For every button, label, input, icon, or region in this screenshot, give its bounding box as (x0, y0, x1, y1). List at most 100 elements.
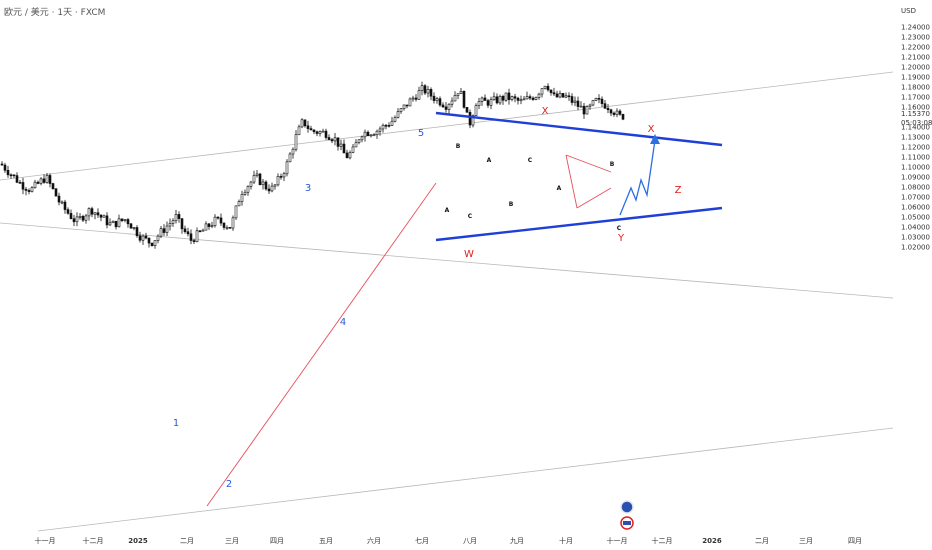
time-axis[interactable]: 十一月 十二月 2025 二月 三月 四月 五月 六月 七月 八月 九月 十月 十一月 十二月 2026 二月… (35, 536, 863, 545)
candle-up (435, 98, 439, 101)
candle-up (504, 92, 508, 101)
candle-up (111, 220, 115, 224)
candle-down (69, 213, 73, 220)
candle-up (156, 235, 160, 241)
time-tick-label: 十月 (559, 536, 573, 545)
candle-down (0, 163, 4, 166)
candle-down (3, 164, 7, 171)
impulse-trendline (206, 182, 437, 507)
candle-down (501, 96, 505, 101)
triangle-lower-line (435, 206, 723, 242)
candle-down (15, 175, 19, 183)
candle-up (240, 194, 244, 202)
price-tick-label: 1.16000 (901, 104, 930, 112)
countdown-label: 05:03:08 (901, 119, 932, 127)
wave-label: B (610, 161, 615, 168)
price-tick-label: 1.24000 (901, 24, 930, 32)
candle-down (414, 97, 418, 100)
projection-path (619, 139, 656, 216)
candle-down (315, 131, 319, 134)
candle-up (453, 95, 457, 102)
candle-up (450, 100, 454, 105)
candle-up (588, 104, 592, 107)
candle-down (561, 93, 565, 98)
candle-down (444, 106, 448, 110)
wave-label: Y (617, 233, 625, 244)
price-tick-label: 1.19000 (901, 74, 930, 82)
candle-up (558, 93, 562, 98)
candle-up (363, 131, 367, 138)
time-tick-label: 十二月 (652, 536, 673, 545)
candle-down (513, 96, 517, 99)
candle-up (411, 97, 415, 100)
price-axis[interactable]: USD 1.24000 1.23000 1.22000 1.21000 1.20000 1.… (901, 7, 932, 252)
candle-up (615, 110, 619, 115)
candles (0, 81, 625, 249)
candle-up (585, 106, 589, 115)
candle-down (495, 96, 499, 104)
candle-up (591, 100, 595, 106)
wave-label: 2 (226, 479, 232, 490)
candle-down (438, 98, 442, 106)
wave-label: C (468, 213, 473, 220)
candle-down (6, 170, 10, 176)
candle-up (204, 223, 208, 231)
candle-up (456, 93, 460, 96)
candle-down (576, 100, 580, 107)
wave-label: 3 (305, 183, 311, 194)
candle-down (138, 235, 142, 241)
candle-up (261, 181, 265, 186)
projection-arrowhead (650, 134, 660, 144)
candle-up (246, 186, 250, 193)
candle-down (405, 104, 409, 107)
candle-down (516, 97, 520, 101)
candle-up (339, 143, 343, 147)
candle-down (12, 174, 16, 177)
candle-up (510, 96, 514, 100)
symbol-header: 欧元 / 美元 · 1天 · FXCM (4, 8, 106, 18)
candle-up (333, 137, 337, 142)
time-tick-label: 九月 (510, 536, 524, 545)
candle-up (534, 97, 538, 100)
price-tick-label: 1.08000 (901, 184, 930, 192)
candle-down (306, 125, 310, 129)
candle-up (477, 101, 481, 106)
candle-up (84, 215, 88, 221)
candle-up (579, 105, 583, 108)
candle-up (30, 187, 34, 192)
candle-up (537, 93, 541, 98)
candle-down (63, 201, 67, 210)
candle-down (258, 173, 262, 186)
candle-up (201, 229, 205, 232)
candle-up (420, 85, 424, 91)
candle-up (321, 130, 325, 133)
candle-down (183, 228, 187, 233)
wave-label: X (648, 124, 655, 135)
candle-down (597, 98, 601, 100)
candle-down (198, 230, 202, 233)
candle-up (288, 153, 292, 163)
candle-down (507, 92, 511, 100)
candle-down (552, 92, 556, 95)
triangle-upper-line (435, 111, 723, 147)
time-tick-label: 十一月 (607, 536, 628, 545)
candle-up (540, 88, 544, 95)
candle-down (96, 212, 100, 216)
candle-up (141, 235, 145, 241)
wave-label: B (509, 201, 514, 208)
wave-label: A (487, 157, 492, 164)
wave-label: Z (675, 185, 682, 196)
candle-up (75, 216, 79, 223)
time-tick-label: 2026 (702, 537, 722, 545)
candle-up (297, 126, 301, 136)
candle-up (381, 124, 385, 130)
candle-down (567, 95, 571, 98)
time-tick-label: 四月 (848, 537, 862, 545)
time-tick-label: 八月 (463, 537, 477, 545)
wave-label: A (445, 207, 450, 214)
candle-down (324, 130, 328, 138)
candle-down (429, 89, 433, 97)
price-tick-label: 1.04000 (901, 224, 930, 232)
candle-up (108, 222, 112, 226)
